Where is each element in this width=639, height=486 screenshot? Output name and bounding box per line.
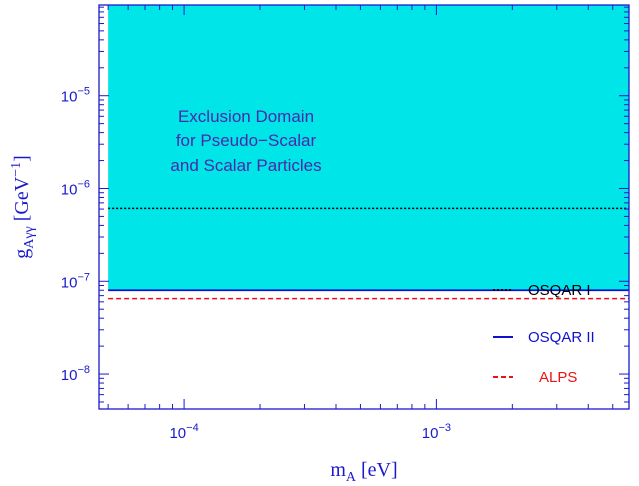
- x-tick-labels: 10−4 10−3: [169, 422, 451, 442]
- plot-frame: [98, 4, 630, 410]
- plot-area: [108, 5, 629, 300]
- tick-label: 10−5: [61, 86, 90, 106]
- axis-ticks: [99, 5, 629, 409]
- x-axis-title: mA [eV]: [330, 459, 397, 485]
- y-tick-labels: 10−8 10−7 10−6 10−5: [61, 86, 90, 384]
- legend-item-osqar-ii: OSQAR II: [493, 329, 595, 346]
- annotation-line: Exclusion Domain: [178, 107, 314, 126]
- annotation-line: for Pseudo−Scalar: [176, 131, 317, 150]
- annotation-exclusion-domain: Exclusion Domain for Pseudo−Scalar and S…: [170, 107, 321, 175]
- legend: OSQAR I OSQAR II ALPS: [493, 282, 595, 386]
- legend-label: OSQAR II: [528, 329, 595, 346]
- annotation-line: and Scalar Particles: [170, 156, 321, 175]
- legend-item-alps: ALPS: [493, 369, 577, 386]
- legend-label: ALPS: [539, 369, 577, 386]
- legend-label: OSQAR I: [528, 282, 591, 299]
- tick-label: 10−8: [61, 364, 90, 384]
- tick-label: 10−4: [169, 422, 198, 442]
- tick-label: 10−7: [61, 271, 90, 291]
- y-axis-title: gAγγ [GeV−1]: [9, 155, 37, 259]
- tick-label: 10−6: [61, 178, 90, 198]
- exclusion-domain-fill: [108, 5, 629, 291]
- legend-item-osqar-i: OSQAR I: [493, 282, 591, 299]
- tick-label: 10−3: [422, 422, 451, 442]
